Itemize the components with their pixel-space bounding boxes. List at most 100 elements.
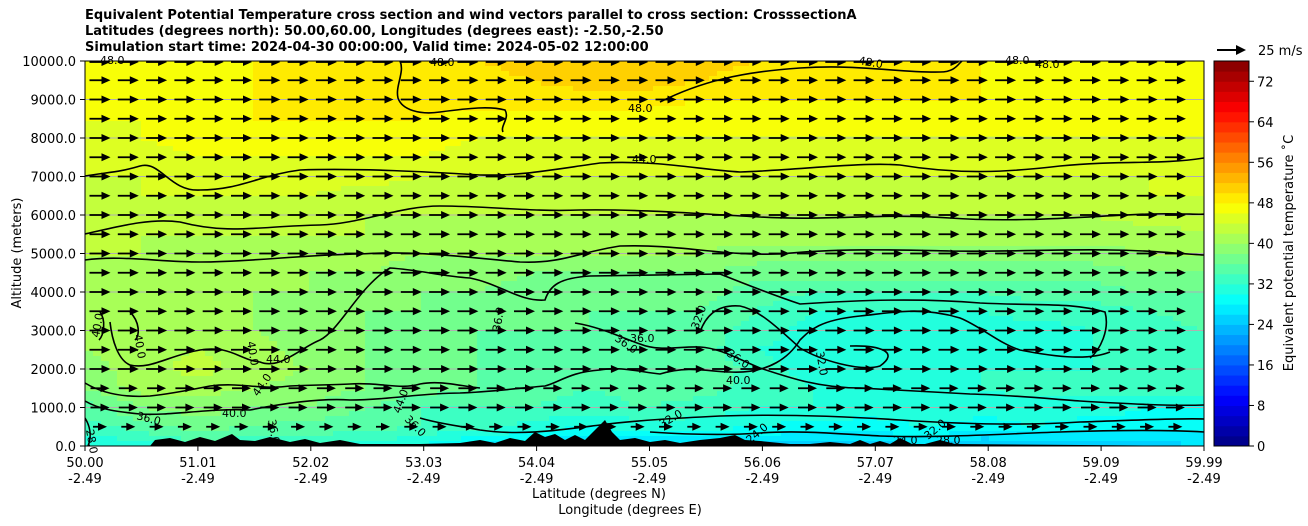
field-cell bbox=[1133, 166, 1142, 172]
field-cell bbox=[165, 151, 174, 157]
field-cell bbox=[317, 111, 326, 117]
field-cell bbox=[405, 196, 414, 202]
field-cell bbox=[157, 81, 166, 87]
field-cell bbox=[701, 216, 710, 222]
field-cell bbox=[1013, 216, 1022, 222]
field-cell bbox=[469, 66, 478, 72]
field-cell bbox=[533, 141, 542, 147]
field-cell bbox=[101, 101, 110, 107]
field-cell bbox=[485, 76, 494, 82]
field-cell bbox=[181, 166, 190, 172]
field-cell bbox=[949, 226, 958, 232]
field-cell bbox=[805, 226, 814, 232]
field-cell bbox=[125, 141, 134, 147]
field-cell bbox=[373, 206, 382, 212]
field-cell bbox=[1109, 111, 1118, 117]
field-cell bbox=[301, 91, 310, 97]
field-cell bbox=[637, 201, 646, 207]
field-cell bbox=[645, 211, 654, 217]
field-cell bbox=[333, 121, 342, 127]
field-cell bbox=[229, 181, 238, 187]
field-cell bbox=[661, 166, 670, 172]
field-cell bbox=[589, 181, 598, 187]
field-cell bbox=[1173, 91, 1182, 97]
field-cell bbox=[1101, 76, 1110, 82]
field-cell bbox=[565, 196, 574, 202]
field-cell bbox=[797, 206, 806, 212]
field-cell bbox=[541, 146, 550, 152]
field-cell bbox=[245, 101, 254, 107]
field-cell bbox=[997, 216, 1006, 222]
field-cell bbox=[453, 111, 462, 117]
field-cell bbox=[653, 196, 662, 202]
field-cell bbox=[1101, 221, 1110, 227]
field-cell bbox=[941, 81, 950, 87]
field-cell bbox=[1021, 111, 1030, 117]
field-cell bbox=[549, 166, 558, 172]
field-cell bbox=[117, 146, 126, 152]
field-cell bbox=[253, 211, 262, 217]
field-cell bbox=[589, 136, 598, 142]
field-cell bbox=[797, 76, 806, 82]
field-cell bbox=[309, 216, 318, 222]
field-cell bbox=[861, 156, 870, 162]
field-cell bbox=[741, 186, 750, 192]
field-cell bbox=[149, 61, 158, 67]
field-cell bbox=[757, 61, 766, 67]
field-cell bbox=[901, 166, 910, 172]
field-cell bbox=[741, 156, 750, 162]
field-cell bbox=[677, 181, 686, 187]
field-cell bbox=[765, 156, 774, 162]
field-cell bbox=[125, 111, 134, 117]
field-cell bbox=[717, 181, 726, 187]
field-cell bbox=[525, 86, 534, 92]
field-cell bbox=[653, 211, 662, 217]
field-cell bbox=[949, 131, 958, 137]
field-cell bbox=[421, 176, 430, 182]
field-cell bbox=[653, 191, 662, 197]
field-cell bbox=[997, 106, 1006, 112]
field-cell bbox=[1045, 66, 1054, 72]
field-cell bbox=[485, 171, 494, 177]
field-cell bbox=[709, 191, 718, 197]
field-cell bbox=[821, 206, 830, 212]
field-cell bbox=[957, 76, 966, 82]
field-cell bbox=[829, 126, 838, 132]
field-cell bbox=[565, 126, 574, 132]
field-cell bbox=[237, 131, 246, 137]
field-cell bbox=[141, 191, 150, 197]
field-cell bbox=[1189, 146, 1198, 152]
field-cell bbox=[765, 211, 774, 217]
field-cell bbox=[885, 81, 894, 87]
field-cell bbox=[1005, 146, 1014, 152]
field-cell bbox=[821, 111, 830, 117]
field-cell bbox=[885, 111, 894, 117]
field-cell bbox=[493, 81, 502, 87]
field-cell bbox=[965, 106, 974, 112]
field-cell bbox=[221, 146, 230, 152]
field-cell bbox=[317, 101, 326, 107]
field-cell bbox=[573, 216, 582, 222]
field-cell bbox=[941, 141, 950, 147]
field-cell bbox=[301, 191, 310, 197]
field-cell bbox=[933, 131, 942, 137]
field-cell bbox=[509, 196, 518, 202]
field-cell bbox=[829, 191, 838, 197]
field-cell bbox=[653, 76, 662, 82]
field-cell bbox=[1069, 156, 1078, 162]
field-cell bbox=[541, 161, 550, 167]
field-cell bbox=[757, 86, 766, 92]
field-cell bbox=[149, 236, 158, 242]
field-cell bbox=[1149, 111, 1158, 117]
field-cell bbox=[213, 206, 222, 212]
field-cell bbox=[685, 106, 694, 112]
field-cell bbox=[989, 61, 998, 67]
field-cell bbox=[133, 126, 142, 132]
field-cell bbox=[1069, 116, 1078, 122]
field-cell bbox=[541, 106, 550, 112]
field-cell bbox=[1109, 171, 1118, 177]
field-cell bbox=[661, 221, 670, 227]
field-cell bbox=[597, 176, 606, 182]
field-cell bbox=[981, 61, 990, 67]
field-cell bbox=[501, 131, 510, 137]
